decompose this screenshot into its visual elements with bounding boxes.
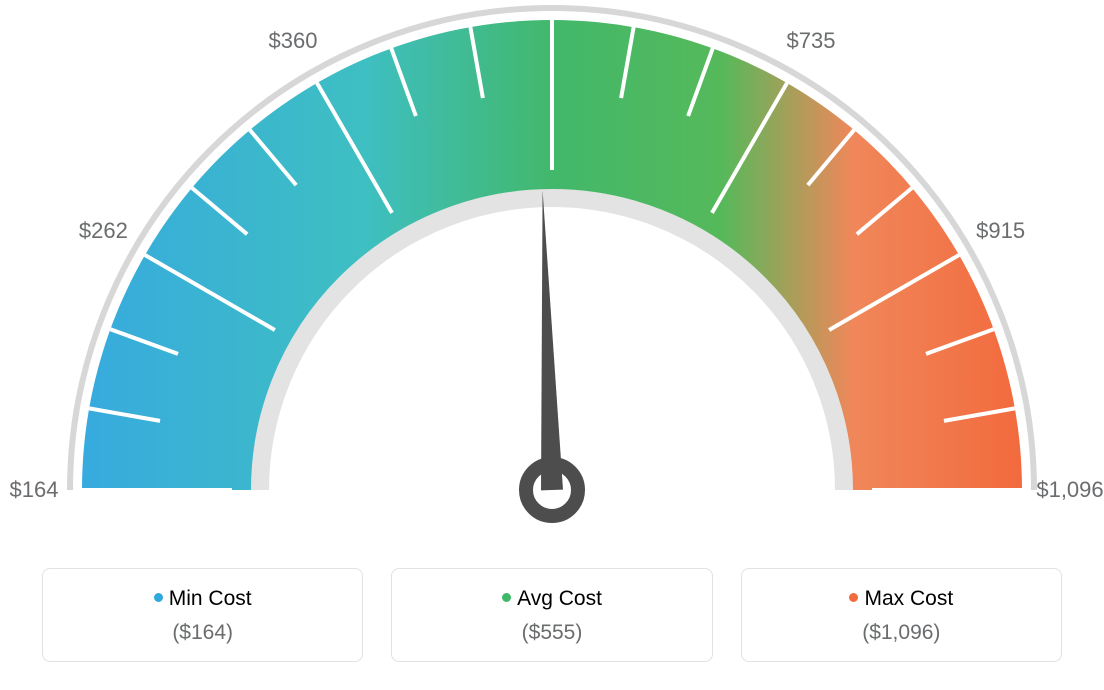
legend-row: Min Cost ($164) Avg Cost ($555) Max Cost… [42, 568, 1062, 662]
legend-title-avg: Avg Cost [402, 587, 701, 611]
legend-title-max: Max Cost [752, 587, 1051, 611]
legend-value-avg: ($555) [402, 621, 701, 645]
legend-card-max: Max Cost ($1,096) [741, 568, 1062, 662]
legend-card-min: Min Cost ($164) [42, 568, 363, 662]
gauge-tick-label: $1,096 [1036, 477, 1103, 503]
dot-icon [154, 593, 163, 602]
dot-icon [849, 593, 858, 602]
gauge-svg [0, 0, 1104, 540]
cost-gauge-chart: $164$262$360$555$735$915$1,096 Min Cost … [0, 0, 1104, 690]
legend-value-min: ($164) [53, 621, 352, 645]
gauge-tick-label: $735 [787, 28, 836, 54]
gauge-area: $164$262$360$555$735$915$1,096 [0, 0, 1104, 540]
dot-icon [502, 593, 511, 602]
legend-title-min: Min Cost [53, 587, 352, 611]
gauge-tick-label: $164 [10, 477, 59, 503]
gauge-tick-label: $915 [976, 218, 1025, 244]
legend-title-text: Avg Cost [517, 587, 602, 610]
legend-card-avg: Avg Cost ($555) [391, 568, 712, 662]
gauge-tick-label: $262 [79, 218, 128, 244]
gauge-tick-label: $360 [269, 28, 318, 54]
legend-title-text: Max Cost [864, 587, 953, 610]
legend-value-max: ($1,096) [752, 621, 1051, 645]
legend-title-text: Min Cost [169, 587, 252, 610]
